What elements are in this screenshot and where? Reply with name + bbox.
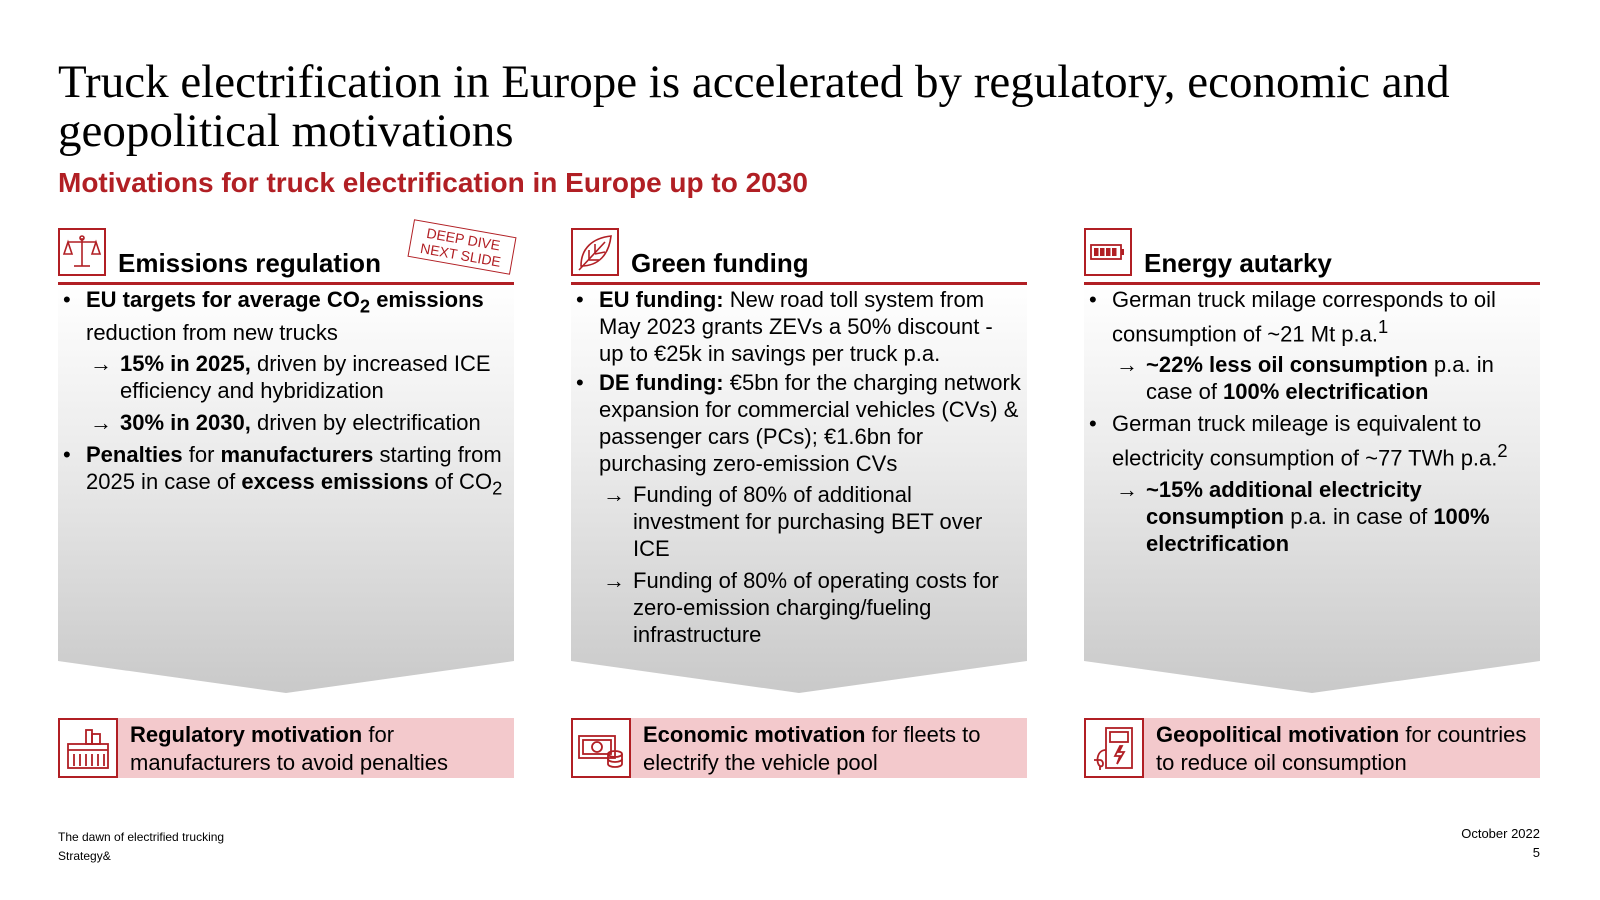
bold-text: Geopolitical motivation — [1156, 722, 1400, 747]
list-item: EU funding: New road toll system from Ma… — [571, 286, 1021, 367]
bullet-list: EU targets for average CO2 emissions red… — [58, 286, 508, 504]
header-divider — [571, 282, 1027, 285]
bullet-text: German truck milage corresponds to oil c… — [1112, 287, 1496, 347]
column-heading: Emissions regulation — [118, 248, 381, 278]
bold-text: ~22% less oil consumption — [1146, 352, 1428, 378]
footer-brand: Strategy& — [58, 849, 111, 863]
bold-text: EU targets for average CO — [86, 287, 360, 312]
bold-text: ~15% additional electricity consumption — [1146, 476, 1422, 529]
footer-date: October 2022 — [1461, 826, 1540, 841]
motivation-box: Regulatory motivation for manufacturers … — [58, 718, 514, 778]
leaf-icon — [571, 228, 619, 276]
deep-dive-stamp: DEEP DIVE NEXT SLIDE — [407, 219, 517, 275]
bullet-list: EU funding: New road toll system from Ma… — [571, 286, 1021, 653]
bold-text: 100% electrification — [1223, 379, 1429, 405]
column-green-funding: Green funding EU funding: New road toll … — [571, 226, 1027, 778]
sub-item: Funding of 80% of operating costs for ze… — [599, 567, 1021, 648]
motivation-box: Geopolitical motivation for countries to… — [1084, 718, 1540, 778]
sub-item: Funding of 80% of additional investment … — [599, 481, 1021, 562]
factory-icon — [58, 718, 118, 778]
fuel-charger-icon — [1084, 718, 1144, 778]
motivation-rest: for manufacturers to avoid penalties — [130, 722, 448, 775]
subscript: 2 — [359, 295, 371, 317]
motivation-rest: for fleets to electrify the vehicle pool — [643, 722, 981, 775]
sub-text: driven by increased ICE efficiency and h… — [120, 351, 491, 404]
column-heading: Green funding — [631, 248, 809, 278]
bold-text: Regulatory motivation — [130, 722, 363, 747]
footnote-marker: 1 — [1378, 316, 1389, 337]
bold-text: 30% in 2030, — [120, 410, 251, 436]
list-item: German truck mileage is equivalent to el… — [1084, 410, 1534, 556]
bold-text: manufacturers — [220, 442, 374, 468]
bullet-text: New road toll system from May 2023 grant… — [599, 287, 993, 366]
bullet-text: €5bn for the charging network expansion … — [599, 370, 1021, 476]
column-energy-autarky: Energy autarky German truck milage corre… — [1084, 226, 1540, 778]
bullet-text: of CO — [428, 469, 493, 495]
money-icon — [571, 718, 631, 778]
subscript: 2 — [492, 477, 503, 499]
motivation-rest: for countries to reduce oil consumption — [1156, 722, 1527, 775]
bullet-list: German truck milage corresponds to oil c… — [1084, 286, 1534, 562]
bold-text: DE funding: — [599, 370, 724, 395]
footer-doc-title: The dawn of electrified trucking — [58, 830, 225, 844]
motivation-text: Regulatory motivation for manufacturers … — [130, 721, 510, 777]
page-subtitle: Motivations for truck electrification in… — [58, 167, 808, 198]
bold-text: EU funding: — [599, 287, 724, 312]
bullet-bold: EU targets for average CO2 emissions — [86, 287, 484, 316]
list-item: EU targets for average CO2 emissions red… — [58, 286, 508, 436]
column-header: Energy autarky — [1084, 226, 1540, 285]
bullet-text: starting from 2025 in case of — [86, 442, 502, 495]
motivation-text: Economic motivation for fleets to electr… — [643, 721, 1023, 777]
scale-icon — [58, 228, 106, 276]
sub-text: p.a. in case of — [1284, 503, 1434, 529]
sub-item: 30% in 2030, driven by electrification — [86, 409, 508, 436]
list-item: Penalties for manufacturers starting fro… — [58, 441, 508, 501]
bullet-text: German truck mileage is equivalent to el… — [1112, 411, 1498, 471]
header-divider — [1084, 282, 1540, 285]
column-emissions-regulation: Emissions regulation DEEP DIVE NEXT SLID… — [58, 219, 517, 778]
bullet-text: for — [182, 442, 221, 468]
battery-icon — [1084, 228, 1132, 276]
sub-list: ~22% less oil consumption p.a. in case o… — [1112, 351, 1534, 405]
sub-item: ~15% additional electricity consumption … — [1112, 476, 1534, 557]
column-header: Green funding — [571, 226, 1027, 285]
list-item: German truck milage corresponds to oil c… — [1084, 286, 1534, 405]
bold-text: 15% in 2025, — [120, 351, 251, 377]
page-title: Truck electrification in Europe is accel… — [58, 56, 1450, 157]
footer-meta: October 2022 5 — [1461, 824, 1540, 862]
sub-list: ~15% additional electricity consumption … — [1112, 476, 1534, 557]
bold-text: emissions — [370, 287, 484, 312]
motivation-text: Geopolitical motivation for countries to… — [1156, 721, 1536, 777]
sub-item: 15% in 2025, driven by increased ICE eff… — [86, 350, 508, 404]
bold-text: Penalties — [86, 442, 183, 468]
footer-source: The dawn of electrified trucking Strateg… — [58, 828, 224, 866]
sub-list: 15% in 2025, driven by increased ICE eff… — [86, 350, 508, 436]
footnote-marker: 2 — [1497, 440, 1508, 462]
sub-item: ~22% less oil consumption p.a. in case o… — [1112, 351, 1534, 405]
sub-list: Funding of 80% of additional investment … — [599, 481, 1021, 648]
list-item: DE funding: €5bn for the charging networ… — [571, 369, 1021, 648]
page-number: 5 — [1532, 845, 1540, 860]
bullet-text: reduction from new trucks — [86, 320, 338, 346]
motivation-box: Economic motivation for fleets to electr… — [571, 718, 1027, 778]
bold-text: excess emissions — [241, 469, 429, 495]
header-divider — [58, 282, 514, 285]
sub-text: driven by electrification — [250, 410, 481, 436]
column-heading: Energy autarky — [1144, 248, 1332, 278]
column-header: Emissions regulation DEEP DIVE NEXT SLID… — [58, 219, 517, 285]
bold-text: 100% electrification — [1146, 503, 1490, 556]
sub-text: p.a. in case of — [1146, 352, 1494, 405]
bold-text: Economic motivation — [643, 722, 866, 747]
